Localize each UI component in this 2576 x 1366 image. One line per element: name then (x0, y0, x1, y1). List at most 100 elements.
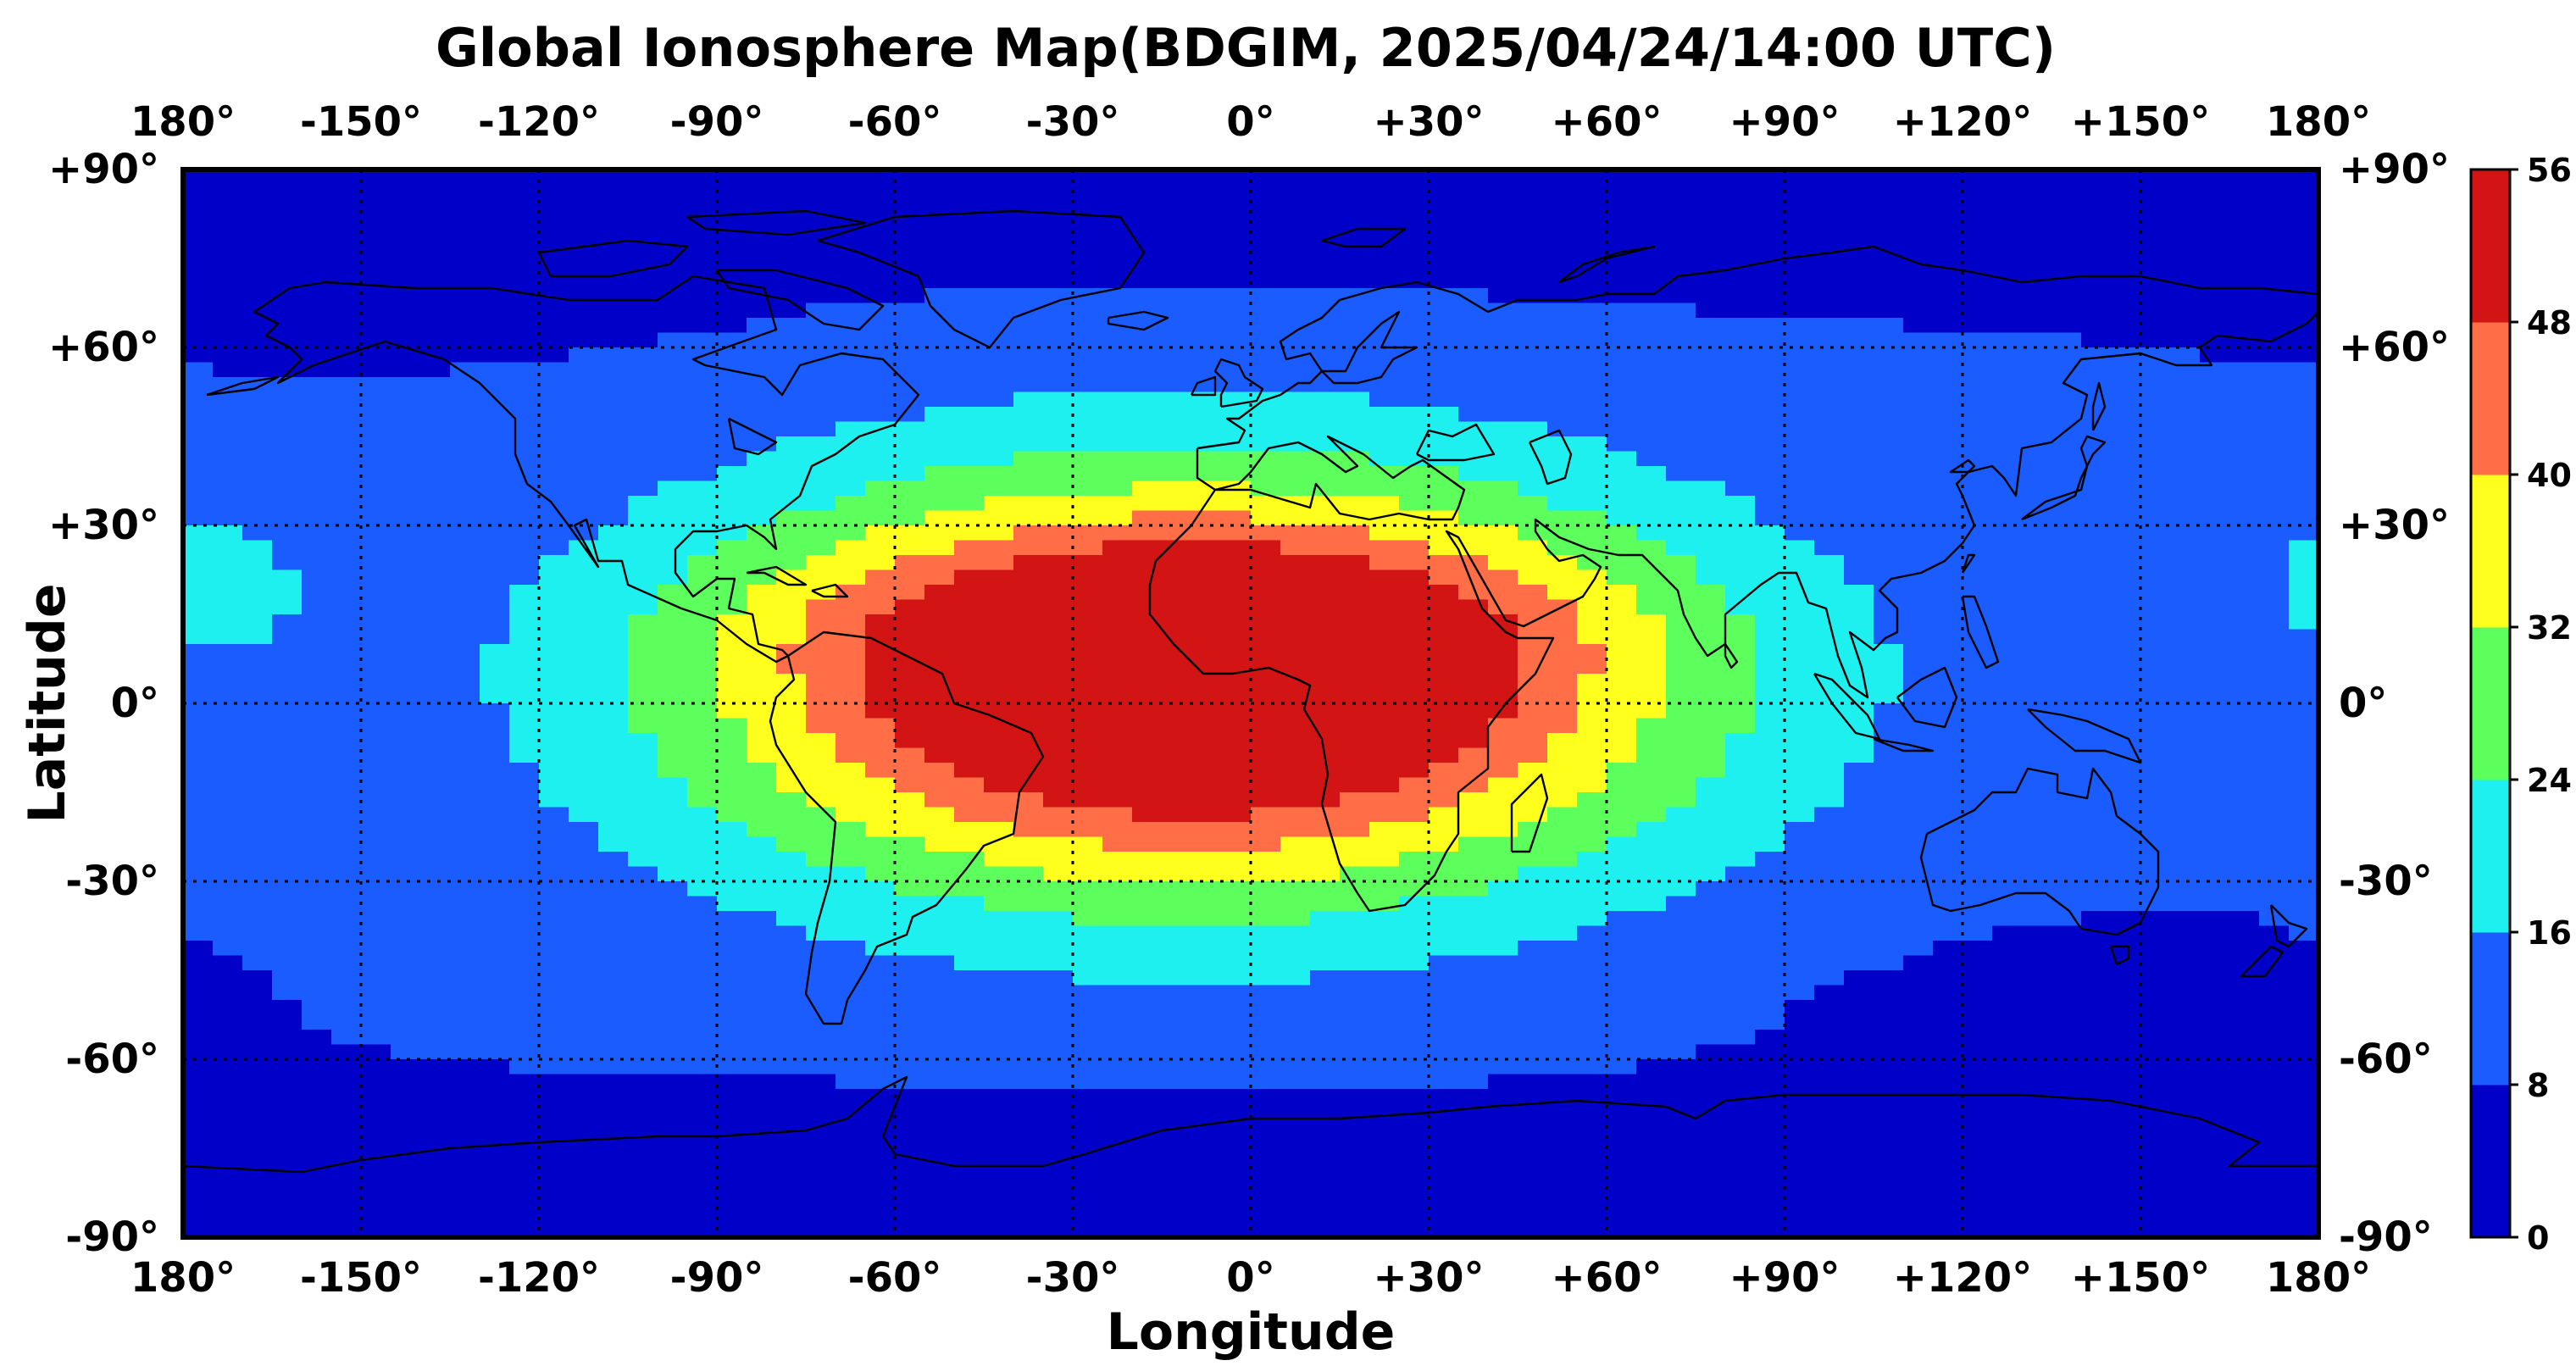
latitude-tick-label-left: 0° (111, 680, 159, 727)
coastline-segment (1873, 737, 1935, 752)
colorbar-segment (2471, 1085, 2510, 1238)
longitude-tick-label-bottom: 180° (130, 1254, 236, 1302)
coastline-segment (716, 269, 885, 331)
coastline-segment (686, 209, 867, 236)
coastline-segment (1190, 375, 1217, 397)
coastline-segment (1321, 227, 1407, 248)
longitude-tick-label-top: -150° (300, 98, 422, 146)
coastline-segment (2269, 904, 2308, 948)
coastline-segment (769, 630, 1045, 1025)
longitude-tick-label-bottom: +60° (1551, 1254, 1662, 1302)
longitude-tick-label-top: 0° (1226, 98, 1274, 146)
longitude-tick-label-bottom: 180° (2266, 1254, 2371, 1302)
colorbar-segment (2471, 780, 2510, 933)
coastline-segment (2091, 381, 2107, 431)
colorbar-segment (2471, 932, 2510, 1086)
latitude-tick-label-left: +90° (48, 146, 159, 193)
colorbar-tick-label: 16 (2527, 914, 2572, 952)
longitude-tick-label-top: -30° (1026, 98, 1120, 146)
latitude-tick-label-left: +30° (48, 502, 159, 549)
y-axis-label: Latitude (18, 583, 77, 823)
coastline-segment (1724, 643, 1739, 669)
longitude-tick-label-bottom: 0° (1226, 1254, 1274, 1302)
coastline-segment (182, 1075, 2318, 1174)
map-area (180, 167, 2321, 1240)
coastline-segment (1510, 773, 1549, 853)
colorbar-segment (2471, 627, 2510, 780)
coastline-segment (1896, 666, 1958, 729)
latitude-tick-label-left: -30° (65, 858, 159, 905)
colorbar-segment (2471, 475, 2510, 628)
longitude-tick-label-bottom: +150° (2071, 1254, 2210, 1302)
coastline-segment (746, 565, 808, 586)
coastline-segment (1528, 429, 1573, 486)
coastline-segment (537, 239, 689, 278)
coastline-segment (817, 209, 1146, 349)
longitude-tick-label-top: -120° (478, 98, 600, 146)
colorbar-tick-label: 40 (2527, 457, 2572, 494)
colorbar-tick-label: 48 (2527, 304, 2572, 342)
longitude-tick-label-top: -90° (670, 98, 764, 146)
colorbar-tick-label: 8 (2527, 1067, 2549, 1104)
latitude-tick-label-right: 0° (2339, 680, 2387, 727)
coastline-segment (1961, 553, 1976, 574)
longitude-tick-label-bottom: -90° (670, 1254, 764, 1302)
graticule (183, 169, 2318, 1237)
longitude-tick-label-top: +60° (1551, 98, 1662, 146)
coastline-segment (1558, 245, 1656, 284)
latitude-tick-label-right: -60° (2339, 1036, 2433, 1083)
longitude-tick-label-bottom: -30° (1026, 1254, 1120, 1302)
coastline-segment (811, 583, 849, 598)
colorbar-tick-label: 56 (2527, 152, 2572, 189)
longitude-tick-label-top: +30° (1373, 98, 1484, 146)
colorbar-segment (2471, 322, 2510, 475)
coastline-segment (206, 375, 280, 397)
latitude-ticks-right: +90° +60° +30° 0° -30° -60° -90° (2339, 146, 2450, 1261)
coastline-segment (1961, 595, 2000, 669)
longitude-tick-label-bottom: -120° (478, 1254, 600, 1302)
latitude-tick-label-left: -90° (65, 1213, 159, 1261)
longitude-tick-label-top: 180° (130, 98, 236, 146)
colorbar-tick-label: 24 (2527, 762, 2572, 799)
latitude-tick-label-left: +60° (48, 324, 159, 371)
coastline-segment (1919, 767, 2160, 936)
latitude-tick-label-right: +60° (2339, 324, 2450, 371)
longitude-tick-label-top: 180° (2266, 98, 2371, 146)
coastline-segment (1148, 245, 2320, 913)
coastline-segment (1321, 310, 1418, 385)
colorbar-frame (2469, 168, 2512, 1239)
longitude-ticks-bottom: 180° -150° -120° -90° -60° -30° 0° +30° +60° +90°… (130, 1254, 2371, 1302)
coastline-segment (1213, 358, 1264, 408)
coastline-segment (2021, 435, 2107, 521)
longitude-tick-label-top: -60° (848, 98, 942, 146)
colorbar-segment (2471, 169, 2510, 323)
coastline-segment (727, 417, 778, 456)
longitude-tick-label-bottom: -60° (848, 1254, 942, 1302)
longitude-tick-label-bottom: +120° (1893, 1254, 2032, 1302)
longitude-tick-label-bottom: -150° (300, 1254, 422, 1302)
latitude-tick-label-left: -60° (65, 1036, 159, 1083)
longitude-tick-label-top: +120° (1893, 98, 2032, 146)
coastline-segment (1415, 423, 1496, 462)
longitude-tick-label-bottom: +30° (1373, 1254, 1484, 1302)
x-axis-label: Longitude (1107, 1302, 1396, 1362)
tec-field-raster (183, 169, 2319, 1238)
coastlines (182, 209, 2320, 1174)
colorbar-tick-label: 32 (2527, 609, 2572, 647)
figure-title: Global Ionosphere Map(BDGIM, 2025/04/24/… (436, 17, 2056, 79)
longitude-ticks-top: 180° -150° -120° -90° -60° -30° 0° +30° +60° +90°… (130, 98, 2371, 146)
longitude-tick-label-top: +150° (2071, 98, 2210, 146)
latitude-tick-label-right: -30° (2339, 858, 2433, 905)
longitude-tick-label-top: +90° (1729, 98, 1840, 146)
map-frame (180, 167, 2321, 1240)
coastline-segment (2109, 945, 2130, 966)
latitude-tick-label-right: -90° (2339, 1213, 2433, 1261)
longitude-tick-label-bottom: +90° (1729, 1254, 1840, 1302)
latitude-tick-label-right: +90° (2339, 146, 2450, 193)
latitude-tick-label-right: +30° (2339, 502, 2450, 549)
coastline-segment (2240, 945, 2285, 978)
coastline-segment (1107, 310, 1169, 331)
latitude-ticks-left: +90° +60° +30° 0° -30° -60° -90° (48, 146, 159, 1261)
colorbar: 0 8 16 24 32 40 48 56 (2469, 152, 2572, 1257)
